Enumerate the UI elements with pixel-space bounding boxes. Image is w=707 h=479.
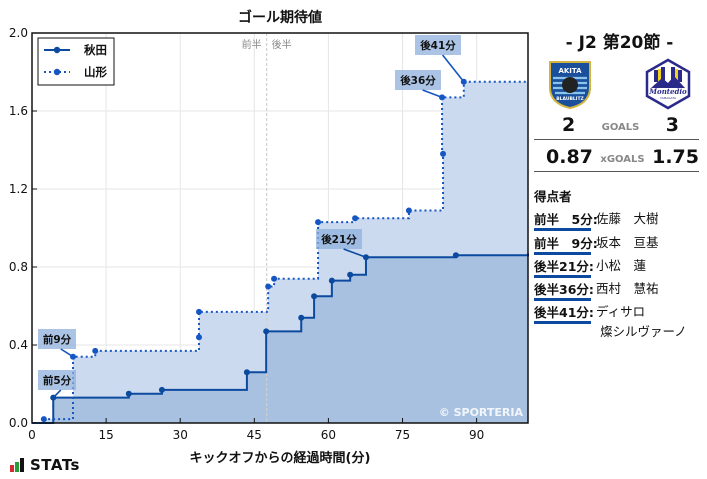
stats-brand-text: STATs	[30, 456, 80, 474]
scorer-name: ディサロ	[596, 304, 646, 319]
scorer-time: 後半36分:	[534, 279, 594, 301]
montedio-crest-icon: Montedio YAMAGATA	[645, 58, 691, 110]
xg-marker	[195, 334, 202, 341]
xg-marker	[125, 390, 132, 397]
xg-marker	[328, 277, 335, 284]
xg-marker	[298, 314, 305, 321]
scorer-name: 燦シルヴァーノ	[600, 324, 687, 339]
goal-annotation-pointer	[422, 89, 443, 99]
scorer-name: 西村 慧祐	[596, 281, 659, 296]
xgoals-row: 0.87 xGOALS 1.75	[534, 146, 699, 168]
goal-annotation-box	[395, 70, 441, 90]
legend-label: 山形	[84, 65, 107, 79]
xg-marker	[92, 347, 99, 354]
xg-marker	[243, 369, 250, 376]
x-tick-label: 30	[173, 428, 188, 442]
legend-label: 秋田	[84, 43, 107, 57]
legend-marker	[53, 46, 61, 54]
scorer-item: 後半21分: 小松 蓮	[534, 256, 646, 278]
goal-annotation-label: 後41分	[419, 39, 456, 52]
away-xg: 1.75	[652, 146, 699, 168]
home-xg: 0.87	[546, 146, 593, 168]
x-tick-label: 60	[321, 428, 336, 442]
xg-marker	[311, 293, 318, 300]
plot-frame	[31, 32, 529, 424]
x-tick-label: 15	[98, 428, 113, 442]
goal-annotation-label: 後21分	[320, 233, 357, 246]
stats-bars-icon	[10, 458, 25, 472]
goal-annotation-pointer	[343, 248, 367, 259]
chart-title: ゴール期待値	[238, 9, 322, 26]
divider	[534, 139, 699, 140]
scorer-item: 前半 9分: 坂本 亘基	[534, 233, 659, 255]
y-tick-label: 1.2	[9, 182, 28, 196]
goal-annotation-box	[415, 35, 461, 55]
xg-marker	[263, 328, 270, 335]
goal-annotation-box	[38, 329, 76, 349]
xg-marker	[452, 252, 459, 259]
xg-marker	[265, 283, 272, 290]
xg-marker	[347, 271, 354, 278]
home-goals: 2	[562, 114, 576, 136]
scorer-item: 後半36分: 西村 慧祐	[534, 279, 659, 301]
goal-annotation-pointer	[441, 54, 465, 83]
y-tick-label: 0.4	[9, 338, 28, 352]
scorer-name: 小松 蓮	[596, 258, 647, 273]
away-goals: 3	[665, 114, 679, 136]
svg-text:AKITA: AKITA	[558, 67, 582, 75]
y-tick-label: 0.8	[9, 260, 28, 274]
y-tick-label: 0.0	[9, 416, 28, 430]
y-tick-label: 2.0	[9, 26, 28, 40]
xg-marker	[158, 386, 165, 393]
xg-marker	[271, 275, 278, 282]
svg-text:BLAUBLITZ: BLAUBLITZ	[556, 96, 584, 102]
akita-crest-icon: AKITA BLAUBLITZ	[549, 61, 591, 110]
x-tick-label: 45	[247, 428, 262, 442]
goals-row: 2 GOALS 3	[534, 114, 699, 136]
y-tick-label: 1.6	[9, 104, 28, 118]
x-axis-label: キックオフからの経過時間(分)	[190, 450, 371, 466]
scorer-time: 後半21分:	[534, 256, 594, 278]
scorer-item-continued: 燦シルヴァーノ	[596, 322, 687, 342]
goal-annotation-pointer	[52, 389, 62, 399]
goal-annotation-box	[38, 370, 76, 390]
round-title: - J2 第20節 -	[565, 33, 674, 53]
goal-annotation-label: 前5分	[43, 374, 72, 387]
x-tick-label: 75	[395, 428, 410, 442]
goals-label: GOALS	[601, 122, 640, 133]
goal-annotation-box	[316, 229, 362, 249]
scorer-item: 後半41分: ディサロ	[534, 302, 645, 324]
divider	[534, 171, 699, 172]
xg-marker	[195, 308, 202, 315]
scorer-name: 坂本 亘基	[596, 235, 659, 250]
goal-annotation-label: 前9分	[43, 333, 72, 346]
xg-marker	[315, 219, 322, 226]
xg-area-home	[32, 253, 528, 423]
xg-marker	[405, 207, 412, 214]
goal-annotation-pointer	[60, 348, 74, 358]
goal-annotation-label: 後36分	[399, 74, 436, 87]
x-tick-label: 0	[28, 428, 36, 442]
legend-marker	[53, 68, 61, 76]
scorer-time: 後半41分:	[534, 302, 594, 324]
watermark: © SPORTERIA	[439, 406, 524, 419]
xg-marker	[40, 416, 47, 423]
scorers-title: 得点者	[534, 189, 572, 204]
x-tick-label: 90	[469, 428, 484, 442]
xgoals-label: xGOALS	[600, 154, 645, 165]
first-half-label: 前半	[242, 38, 262, 51]
scorer-item: 前半 5分: 佐藤 大樹	[534, 209, 659, 231]
xg-marker	[440, 150, 447, 157]
svg-text:Montedio: Montedio	[648, 87, 687, 96]
second-half-label: 後半	[272, 38, 292, 51]
scorer-time: 前半 5分:	[534, 209, 598, 231]
svg-text:YAMAGATA: YAMAGATA	[660, 96, 677, 100]
legend-box	[37, 37, 115, 86]
scorer-time: 前半 9分:	[534, 233, 598, 255]
scorer-name: 佐藤 大樹	[596, 211, 659, 226]
xg-marker	[352, 215, 359, 222]
match-summary-panel: - J2 第20節 - AKITA BLAUBLITZ Montedio YAM…	[532, 0, 707, 479]
stats-logo: STATs	[10, 456, 80, 474]
